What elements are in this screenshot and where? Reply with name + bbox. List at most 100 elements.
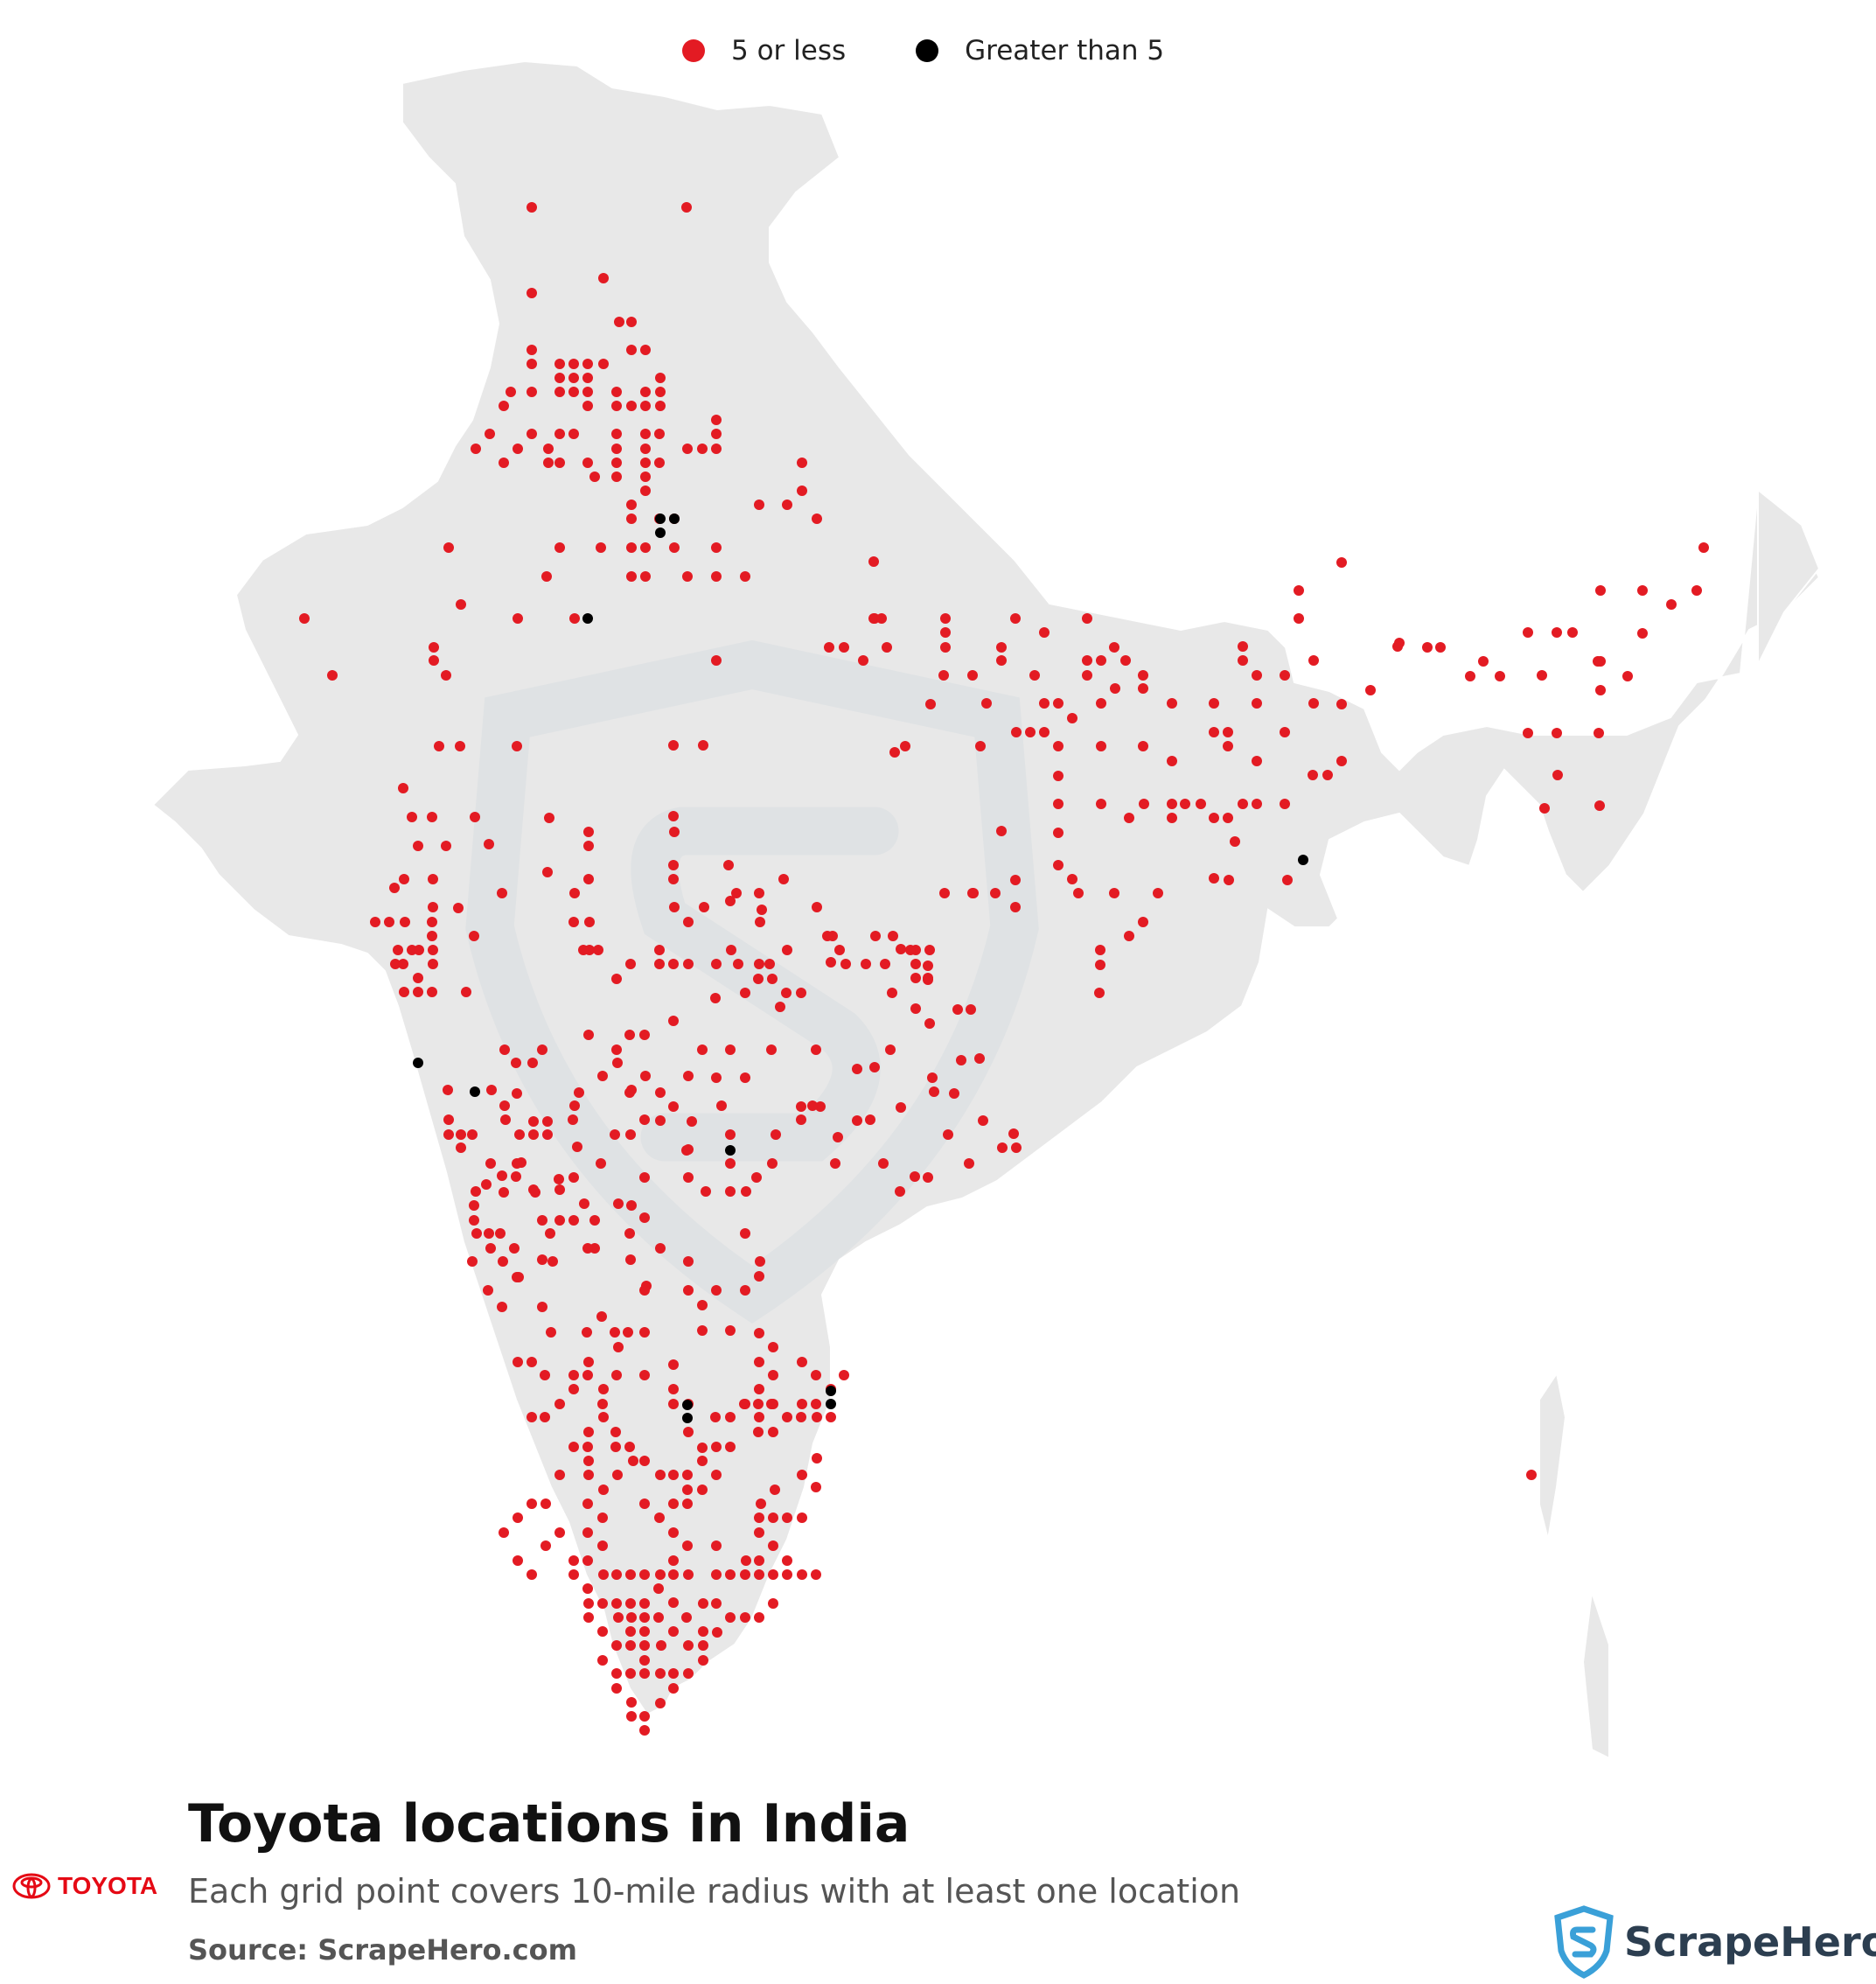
location-point-small bbox=[697, 1456, 708, 1466]
location-point-small bbox=[811, 1044, 821, 1055]
location-point-small bbox=[754, 1512, 764, 1523]
location-point-small bbox=[1595, 585, 1606, 596]
location-point-small bbox=[583, 1470, 594, 1480]
location-point-small bbox=[598, 1384, 609, 1394]
location-point-small bbox=[923, 961, 933, 971]
location-point-small bbox=[681, 202, 692, 213]
location-point-small bbox=[683, 959, 694, 969]
location-point-small bbox=[654, 429, 665, 439]
location-point-small bbox=[569, 1100, 580, 1111]
location-point-small bbox=[484, 1228, 494, 1239]
location-point-small bbox=[940, 627, 951, 638]
location-point-small bbox=[923, 973, 933, 983]
location-point-small bbox=[778, 874, 789, 884]
location-point-small bbox=[527, 429, 537, 439]
location-point-small bbox=[610, 1129, 620, 1140]
location-point-small bbox=[655, 373, 666, 383]
location-point-small bbox=[668, 1555, 679, 1566]
location-point-small bbox=[540, 1498, 551, 1509]
location-point-small bbox=[611, 401, 622, 411]
location-point-small bbox=[683, 1071, 694, 1081]
location-point-small bbox=[740, 1399, 750, 1409]
location-point-small bbox=[598, 273, 609, 283]
location-point-small bbox=[546, 1327, 556, 1338]
location-point-small bbox=[626, 499, 637, 510]
location-point-small bbox=[1336, 557, 1347, 568]
location-point-large bbox=[826, 1386, 836, 1396]
location-point-small bbox=[1537, 670, 1547, 681]
legend-dot-red bbox=[682, 39, 705, 62]
location-point-small bbox=[542, 867, 553, 877]
location-point-small bbox=[1238, 799, 1248, 809]
location-point-small bbox=[626, 1612, 637, 1623]
location-point-small bbox=[996, 655, 1007, 666]
location-point-small bbox=[668, 860, 679, 870]
location-point-small bbox=[568, 1172, 579, 1183]
location-point-small bbox=[1010, 875, 1021, 885]
location-point-small bbox=[711, 542, 722, 553]
location-point-small bbox=[725, 1412, 736, 1422]
toyota-emblem-icon bbox=[12, 1873, 51, 1899]
location-point-small bbox=[624, 1442, 635, 1452]
location-point-small bbox=[625, 959, 636, 969]
watermark-shield bbox=[465, 639, 1039, 1324]
location-point-small bbox=[888, 931, 898, 941]
location-point-small bbox=[997, 1142, 1008, 1153]
location-point-small bbox=[612, 1058, 623, 1068]
location-point-small bbox=[568, 1370, 579, 1380]
location-point-small bbox=[455, 741, 465, 751]
location-point-small bbox=[613, 1342, 624, 1352]
location-point-small bbox=[741, 1186, 751, 1197]
location-point-small bbox=[625, 1640, 636, 1651]
location-point-small bbox=[782, 1555, 792, 1566]
location-point-small bbox=[797, 1569, 807, 1580]
location-point-small bbox=[1365, 685, 1376, 695]
location-point-small bbox=[889, 747, 900, 758]
location-point-small bbox=[541, 571, 552, 582]
location-point-small bbox=[583, 1612, 594, 1623]
location-point-small bbox=[882, 642, 892, 653]
location-point-small bbox=[1595, 656, 1606, 667]
location-point-small bbox=[611, 974, 622, 984]
location-point-small bbox=[1594, 728, 1604, 738]
location-point-small bbox=[796, 1412, 806, 1422]
location-point-small bbox=[1109, 888, 1119, 898]
legend-label-small: 5 or less bbox=[731, 35, 847, 66]
location-point-small bbox=[626, 317, 637, 327]
location-point-small bbox=[528, 1116, 539, 1127]
location-point-small bbox=[725, 1442, 736, 1452]
watermark-shield-s bbox=[631, 807, 899, 1162]
location-point-small bbox=[456, 1129, 466, 1140]
location-point-small bbox=[583, 874, 594, 884]
location-point-small bbox=[711, 1470, 722, 1480]
location-point-small bbox=[640, 571, 651, 582]
location-point-small bbox=[399, 987, 409, 997]
location-point-small bbox=[797, 1399, 807, 1409]
location-point-small bbox=[711, 1285, 722, 1296]
location-point-small bbox=[1095, 960, 1105, 970]
location-point-small bbox=[768, 1598, 778, 1609]
location-point-small bbox=[1223, 813, 1233, 823]
location-point-small bbox=[542, 1129, 553, 1140]
location-point-small bbox=[582, 373, 593, 383]
location-point-small bbox=[697, 1485, 708, 1495]
location-point-small bbox=[624, 1030, 635, 1040]
location-point-small bbox=[583, 827, 594, 837]
watermark-shield-outline bbox=[465, 639, 1039, 1324]
location-point-small bbox=[589, 472, 600, 482]
location-point-small bbox=[640, 472, 651, 482]
location-point-small bbox=[497, 888, 507, 898]
location-point-small bbox=[683, 1256, 694, 1267]
location-point-small bbox=[499, 458, 509, 468]
location-point-small bbox=[1096, 741, 1106, 751]
location-point-small bbox=[469, 1200, 479, 1211]
location-point-small bbox=[861, 959, 871, 969]
location-point-small bbox=[668, 1668, 679, 1679]
location-point-small bbox=[1622, 671, 1633, 681]
location-point-large bbox=[470, 1086, 480, 1097]
location-point-small bbox=[655, 1115, 666, 1126]
location-point-small bbox=[470, 812, 480, 822]
location-point-small bbox=[726, 945, 736, 955]
location-point-small bbox=[443, 542, 454, 553]
